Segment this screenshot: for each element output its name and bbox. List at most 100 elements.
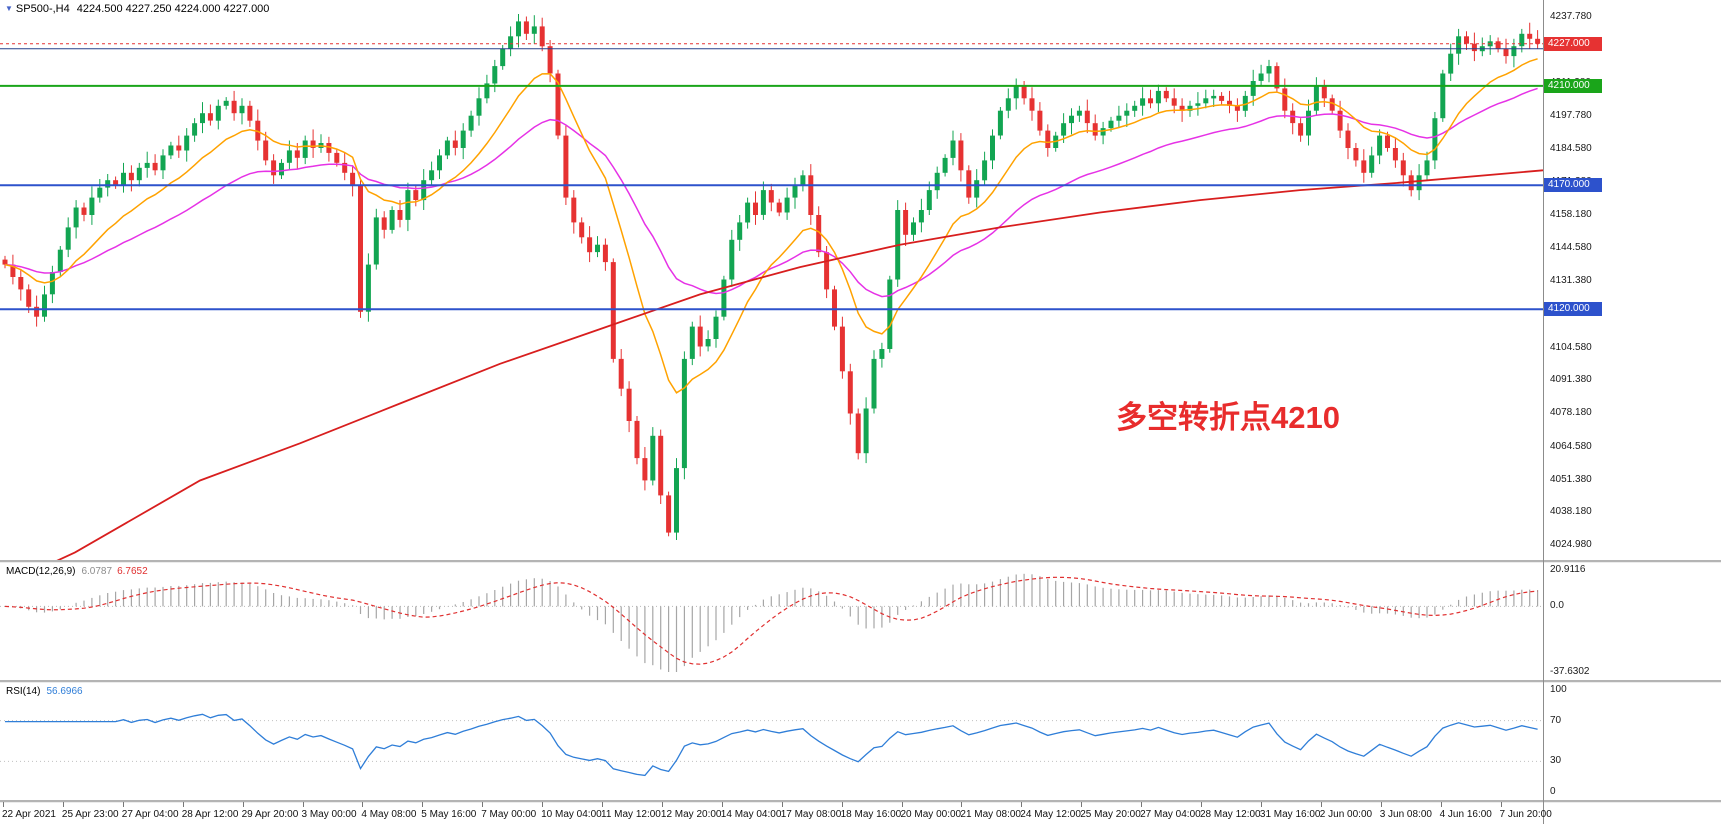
time-label: 28 Apr 12:00 <box>181 809 239 820</box>
time-tick <box>901 802 903 807</box>
panel-divider[interactable] <box>0 560 1721 563</box>
time-tick <box>1380 802 1382 807</box>
time-label: 7 May 00:00 <box>481 809 537 820</box>
rsi-tick-label: 100 <box>1550 684 1567 695</box>
time-tick <box>182 802 184 807</box>
time-tick <box>122 802 124 807</box>
macd-tick-label: 0.0 <box>1550 600 1564 612</box>
rsi-line <box>5 713 1538 777</box>
price-tick-label: 4078.180 <box>1550 407 1592 419</box>
moving-averages <box>0 58 1544 589</box>
time-label: 20 May 00:00 <box>900 809 962 820</box>
time-axis[interactable]: 22 Apr 2021 25 Apr 23:00 27 Apr 04:00 28 Ap… <box>0 802 1552 824</box>
rsi-label: RSI(14) 56.6966 <box>6 686 83 697</box>
symbol-period-label: SP500-,H4 <box>15 3 70 15</box>
time-label: 7 Jun 20:00 <box>1499 809 1552 820</box>
price-tick-label: 4144.580 <box>1550 242 1592 254</box>
time-label: 27 May 04:00 <box>1140 809 1201 820</box>
chart-title: ▼ SP500-,H4 4224.500 4227.250 4224.000 422… <box>5 3 269 15</box>
price-axis-separator <box>1543 0 1544 824</box>
time-tick <box>721 802 723 807</box>
time-tick <box>482 802 484 807</box>
main-chart[interactable] <box>0 0 1544 589</box>
time-label: 29 Apr 20:00 <box>241 809 299 820</box>
macd-histogram <box>12 573 1539 672</box>
macd-signal-line <box>4 576 1538 665</box>
price-marker-4120.000: 4120.000 <box>1544 302 1602 317</box>
ohlc-values: 4224.500 4227.250 4224.000 4227.000 <box>76 3 270 15</box>
time-label: 18 May 16:00 <box>840 809 902 820</box>
rsi-tick-label: 0 <box>1550 786 1556 797</box>
time-label: 11 May 12:00 <box>601 809 661 820</box>
macd-canvas <box>0 573 1543 672</box>
time-tick <box>841 802 843 807</box>
rsi-tick-label: 30 <box>1550 755 1562 767</box>
time-label: 12 May 20:00 <box>660 809 722 820</box>
time-label: 25 Apr 23:00 <box>61 809 119 820</box>
price-tick-label: 4237.780 <box>1550 10 1592 22</box>
panel-divider[interactable] <box>0 800 1721 803</box>
price-tick-label: 4131.380 <box>1550 275 1592 287</box>
macd-tick-label: 20.9116 <box>1550 564 1586 575</box>
time-tick <box>542 802 544 807</box>
time-label: 4 May 08:00 <box>361 809 417 820</box>
price-tick-label: 4064.580 <box>1550 440 1592 452</box>
time-tick <box>602 802 603 807</box>
time-tick <box>961 802 963 807</box>
panel-divider[interactable] <box>0 680 1721 683</box>
time-label: 28 May 12:00 <box>1200 809 1261 820</box>
price-tick-label: 4158.180 <box>1550 208 1592 220</box>
rsi-level-lines <box>0 720 1543 762</box>
time-tick <box>422 802 424 807</box>
price-marker-4210.000: 4210.000 <box>1544 78 1602 93</box>
time-label: 22 Apr 2021 <box>2 809 56 820</box>
time-label: 4 Jun 16:00 <box>1439 809 1492 820</box>
time-tick <box>3 802 4 807</box>
time-tick <box>661 802 663 807</box>
price-tick-label: 4104.580 <box>1550 341 1592 353</box>
time-label: 3 May 00:00 <box>301 809 357 820</box>
macd-panel-chart[interactable] <box>0 562 1543 680</box>
horizontal-lines <box>0 43 1543 311</box>
time-tick <box>362 802 364 807</box>
time-tick <box>1201 802 1202 807</box>
rsi-value: 56.6966 <box>46 686 83 697</box>
candles-series <box>2 14 1541 540</box>
price-axis[interactable]: 4237.7804224.9804211.3804197.7804184.580… <box>1544 0 1721 824</box>
macd-label: MACD(12,26,9) 6.0787 6.7652 <box>6 566 148 577</box>
time-label: 10 May 04:00 <box>541 809 602 820</box>
time-label: 17 May 08:00 <box>780 809 842 820</box>
time-tick <box>62 802 64 807</box>
time-tick <box>242 802 244 807</box>
rsi-panel-chart[interactable] <box>0 682 1543 800</box>
time-tick <box>1141 802 1143 807</box>
time-tick <box>781 802 783 807</box>
macd-main-value: 6.0787 <box>81 566 113 577</box>
time-label: 14 May 04:00 <box>720 809 782 820</box>
price-marker-4170.000: 4170.000 <box>1544 178 1602 193</box>
time-tick <box>1260 802 1262 807</box>
time-tick <box>1440 802 1442 807</box>
macd-tick-label: -37.6302 <box>1550 666 1590 677</box>
time-tick <box>302 802 304 807</box>
time-label: 24 May 12:00 <box>1020 809 1081 820</box>
price-tick-label: 4051.380 <box>1550 473 1592 485</box>
time-tick <box>1081 802 1083 807</box>
macd-indicator-name: MACD(12,26,9) <box>6 566 76 577</box>
price-tick-label: 4091.380 <box>1550 374 1592 386</box>
time-label: 25 May 20:00 <box>1080 809 1141 820</box>
price-tick-label: 4184.580 <box>1550 143 1592 154</box>
price-tick-label: 4024.980 <box>1550 539 1592 551</box>
annotation-text: 多空转折点4210 <box>1116 400 1340 435</box>
time-label: 5 May 16:00 <box>421 809 477 820</box>
chart-symbol-icon: ▼ <box>5 4 13 13</box>
rsi-tick-label: 70 <box>1550 714 1562 726</box>
macd-signal-value: 6.7652 <box>117 566 148 577</box>
time-tick <box>1021 802 1023 807</box>
time-label: 2 Jun 00:00 <box>1319 809 1373 820</box>
price-marker-4227.000: 4227.000 <box>1544 36 1602 51</box>
rsi-indicator-name: RSI(14) <box>6 686 41 697</box>
rsi-canvas <box>0 713 1543 777</box>
time-label: 31 May 16:00 <box>1259 809 1321 820</box>
